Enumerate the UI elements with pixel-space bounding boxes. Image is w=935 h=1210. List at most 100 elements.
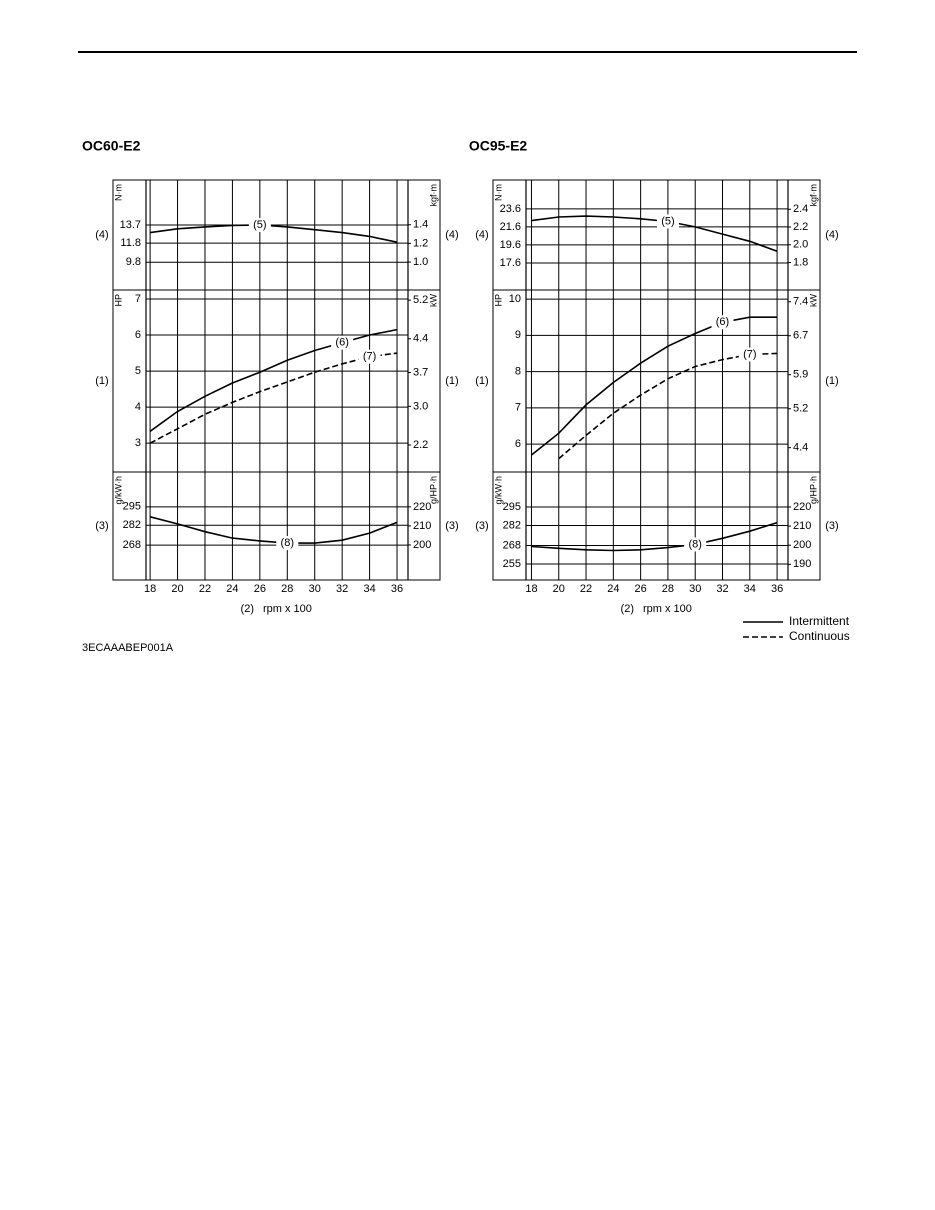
legend-label: Intermittent (789, 614, 850, 628)
x-tick-label: 26 (254, 583, 266, 595)
y-tick-label: 8 (515, 365, 521, 377)
curve (149, 516, 398, 544)
y-tick-label: 295 (123, 501, 141, 513)
y-tick-label: 7 (515, 402, 521, 414)
y2-tick-label: 220 (793, 501, 811, 513)
y2-tick-label: 2.4 (793, 203, 808, 215)
x-tick-label: 18 (525, 583, 537, 595)
curve-label-bg (711, 315, 734, 330)
x-axis-number: (2) (621, 603, 634, 615)
y-tick-label: 19.6 (500, 239, 521, 251)
y2-tick-label: 3.7 (413, 366, 428, 378)
curve-label-bg (331, 335, 354, 350)
panel-label: (1) (475, 375, 488, 387)
chart-title: OC60-E2 (82, 138, 141, 154)
chart-frame (492, 179, 821, 581)
y2-tick-label: 1.2 (413, 237, 428, 249)
x-tick-label: 24 (607, 583, 619, 595)
y-tick-label: 11.8 (120, 237, 141, 249)
y2-tick-label: 5.2 (793, 403, 808, 415)
y-tick-label: 21.6 (500, 221, 521, 233)
x-tick-label: 18 (144, 583, 156, 595)
curve-label: (7) (363, 351, 376, 363)
footer-code: 3ECAAABEP001A (82, 642, 174, 654)
curve (149, 352, 398, 444)
y-tick-label: 4 (135, 401, 141, 413)
x-tick-label: 22 (199, 583, 211, 595)
curve (531, 521, 778, 552)
curve-label: (8) (688, 538, 701, 550)
curve (149, 224, 398, 243)
unit-label: kW (428, 294, 438, 308)
x-tick-label: 34 (744, 583, 756, 595)
legend-label: Continuous (789, 629, 850, 643)
y-tick-label: 3 (135, 437, 141, 449)
y2-tick-label: 6.7 (793, 330, 808, 342)
curve (531, 215, 778, 252)
y2-tick-label: 4.4 (793, 442, 808, 454)
curve-label-bg (276, 536, 299, 551)
x-axis-label: rpm x 100 (263, 603, 312, 615)
panel-label: (3) (475, 520, 488, 532)
x-tick-label: 32 (716, 583, 728, 595)
y-tick-label: 6 (135, 329, 141, 341)
panel-label: (1) (445, 375, 458, 387)
y-tick-label: 5 (135, 365, 141, 377)
y-tick-label: 268 (503, 539, 521, 551)
y2-tick-label: 200 (793, 539, 811, 551)
curve-label: (8) (281, 537, 294, 549)
curve-label-bg (248, 217, 271, 232)
y-tick-label: 13.7 (120, 219, 141, 231)
y2-tick-label: 210 (413, 520, 431, 532)
unit-label: kW (808, 294, 818, 308)
x-tick-label: 22 (580, 583, 592, 595)
curve-label-bg (738, 347, 761, 362)
x-tick-label: 32 (336, 583, 348, 595)
y2-tick-label: 3.0 (413, 400, 428, 412)
x-tick-label: 26 (635, 583, 647, 595)
y2-tick-label: 200 (413, 539, 431, 551)
y2-tick-label: 1.4 (413, 219, 428, 231)
y-tick-label: 268 (123, 539, 141, 551)
unit-label: HP (113, 294, 123, 307)
x-tick-label: 30 (689, 583, 701, 595)
y-tick-label: 295 (503, 501, 521, 513)
curve-label: (7) (743, 348, 756, 360)
panel-label: (3) (95, 520, 108, 532)
curve-label: (6) (335, 337, 348, 349)
curve-label-bg (656, 214, 679, 229)
x-tick-label: 34 (363, 583, 375, 595)
unit-label: N·m (493, 184, 503, 201)
y-tick-label: 282 (123, 519, 141, 531)
curve-label-bg (684, 537, 707, 552)
y-tick-label: 255 (503, 558, 521, 570)
y-tick-label: 9 (515, 329, 521, 341)
y2-tick-label: 2.2 (793, 221, 808, 233)
panel-label: (4) (825, 229, 838, 241)
x-tick-label: 36 (391, 583, 403, 595)
x-axis-number: (2) (241, 603, 254, 615)
y2-tick-label: 5.9 (793, 369, 808, 381)
x-tick-label: 24 (226, 583, 238, 595)
x-tick-label: 30 (309, 583, 321, 595)
unit-label: kgf·m (808, 184, 818, 207)
y-tick-label: 17.6 (500, 257, 521, 269)
curve (149, 328, 398, 432)
unit-label: g/HP·h (808, 476, 818, 504)
y2-tick-label: 5.2 (413, 294, 428, 306)
y-tick-label: 282 (503, 519, 521, 531)
x-tick-label: 36 (771, 583, 783, 595)
y2-tick-label: 210 (793, 520, 811, 532)
panel-label: (1) (825, 375, 838, 387)
y2-tick-label: 2.0 (793, 239, 808, 251)
unit-label: g/HP·h (428, 476, 438, 504)
x-tick-label: 20 (553, 583, 565, 595)
panel-label: (4) (475, 229, 488, 241)
y2-tick-label: 1.0 (413, 256, 428, 268)
unit-label: HP (493, 294, 503, 307)
curve-label: (5) (253, 219, 266, 231)
unit-label: g/kW·h (113, 476, 123, 505)
curve-label: (5) (661, 215, 674, 227)
panel-label: (1) (95, 375, 108, 387)
